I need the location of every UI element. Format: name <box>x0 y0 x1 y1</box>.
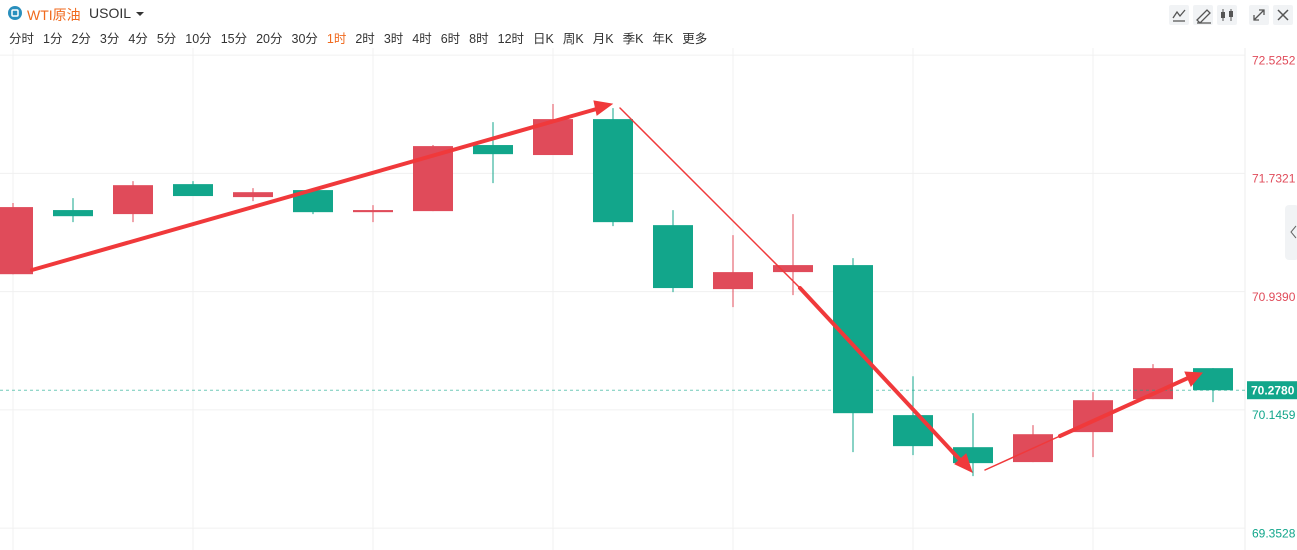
candle-body <box>893 415 933 447</box>
candle-body <box>473 145 513 155</box>
interval-option[interactable]: 日K <box>533 32 554 46</box>
candle-body <box>1193 368 1233 391</box>
interval-option[interactable]: 年K <box>652 32 674 46</box>
y-tick-label: 72.5252 <box>1252 53 1296 67</box>
interval-option[interactable]: 10分 <box>185 32 212 46</box>
interval-option[interactable]: 30分 <box>291 32 318 46</box>
logo <box>8 6 22 20</box>
candle-body <box>0 207 33 275</box>
instrument-name[interactable]: WTI原油 <box>27 7 81 23</box>
plot-area <box>0 48 1245 550</box>
candle-body <box>293 190 333 213</box>
interval-option[interactable]: 4分 <box>128 32 148 46</box>
icon-button[interactable] <box>1217 5 1237 25</box>
candle-body <box>773 265 813 273</box>
interval-option[interactable]: 季K <box>622 32 644 46</box>
candle-body <box>833 265 873 414</box>
interval-option[interactable]: 8时 <box>469 32 489 46</box>
interval-option[interactable]: 月K <box>592 32 614 46</box>
interval-option[interactable]: 4时 <box>412 32 432 46</box>
interval-option[interactable]: 周K <box>562 32 584 46</box>
interval-option[interactable]: 更多 <box>682 32 708 46</box>
interval-option[interactable]: 3分 <box>99 32 120 46</box>
caret[interactable] <box>135 9 145 19</box>
interval-option[interactable]: 20分 <box>256 32 283 46</box>
candle-body <box>353 210 393 213</box>
candle-body <box>173 184 213 197</box>
y-tick-label: 70.9390 <box>1252 290 1296 304</box>
interval-option[interactable]: 2时 <box>355 32 375 46</box>
interval-option[interactable]: 3时 <box>383 32 404 46</box>
interval-option[interactable]: 6时 <box>440 32 461 46</box>
interval-option[interactable]: 1时 <box>326 32 347 46</box>
tool-icons <box>1169 5 1293 25</box>
candle-body <box>713 272 753 290</box>
interval-bar: 分时 1分 2分 3分 4分 5分 10分 15分 20分 30分 1时 2时 3时 4时 6时 8时 12时日… <box>9 28 707 47</box>
candle-body <box>113 185 153 215</box>
interval-option[interactable]: 15分 <box>220 32 248 46</box>
instrument-symbol[interactable]: USOIL <box>89 5 132 21</box>
y-tick-label: 71.7321 <box>1252 172 1296 186</box>
interval-option[interactable]: 2分 <box>71 32 91 46</box>
last-price-box <box>1247 381 1297 400</box>
annotations <box>30 100 1204 473</box>
candle-body <box>593 119 633 223</box>
interval-option[interactable]: 1分 <box>43 32 63 46</box>
side-tab[interactable] <box>1285 205 1297 260</box>
toolbar: WTI原油 USOIL 分时 1分 2分 3分 4分 5分 10分 15分 20分 30分 1时 2时… <box>0 0 1297 48</box>
candle-body <box>53 210 93 217</box>
interval-option[interactable]: 12时 <box>497 32 525 46</box>
candle-body <box>653 225 693 289</box>
y-tick-label: 70.1459 <box>1252 408 1296 422</box>
interval-option[interactable]: 5分 <box>156 32 177 46</box>
icon-button[interactable] <box>1193 5 1213 25</box>
y-tick-label: 69.3528 <box>1252 526 1296 540</box>
last-price-label: 70.2780 <box>1251 383 1295 397</box>
interval-option[interactable]: 分时 <box>9 32 35 46</box>
candle-body <box>233 192 273 198</box>
